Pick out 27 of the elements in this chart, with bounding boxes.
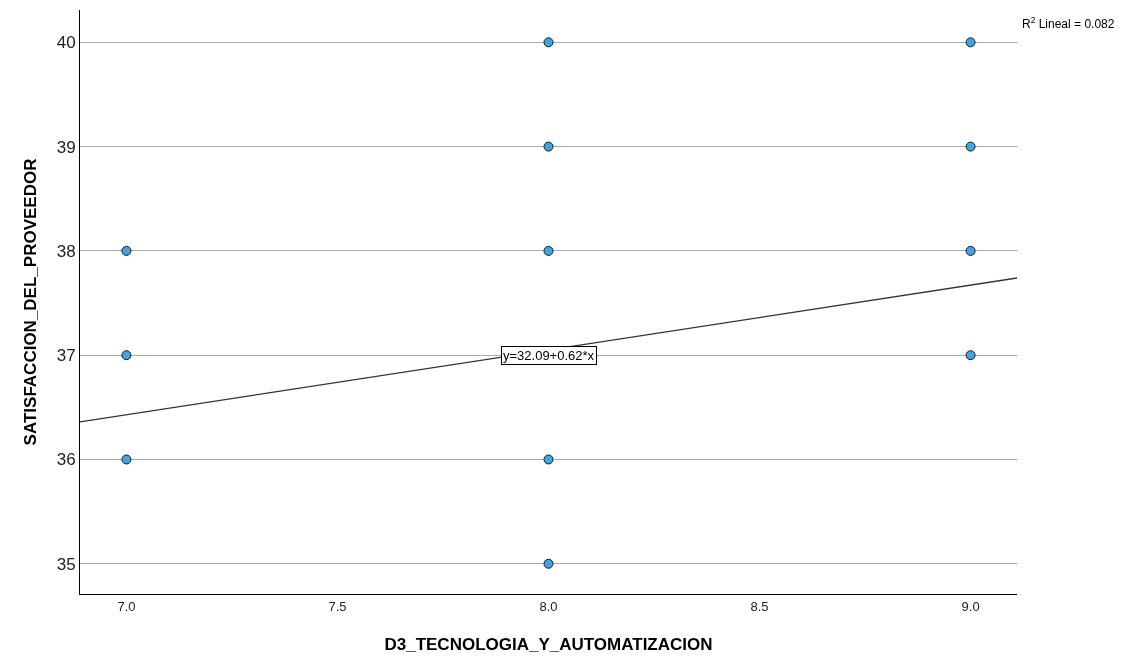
point xyxy=(543,245,554,256)
y-tick-label: 39 xyxy=(56,137,76,157)
x-tick-label: 7.0 xyxy=(117,598,136,614)
y-tick-label: 35 xyxy=(56,554,76,574)
point xyxy=(121,245,132,256)
point xyxy=(543,141,554,152)
x-axis-title: D3_TECNOLOGIA_Y_AUTOMATIZACION xyxy=(384,635,713,654)
text: R$^{2}$ Lineal = 0.082 xyxy=(1022,15,1115,32)
point xyxy=(121,350,132,361)
y-axis-title: SATISFACCION_DEL_PROVEEDOR xyxy=(21,158,41,446)
x-tick-label: 9.0 xyxy=(961,598,980,614)
x-tick-label: 8.5 xyxy=(750,598,769,614)
annotation: y=32.09+0.62*x xyxy=(503,348,595,363)
x-tick-label: 7.5 xyxy=(328,598,347,614)
point xyxy=(121,454,132,465)
point xyxy=(543,454,554,465)
x-tick-label: 8.0 xyxy=(539,598,558,614)
y-tick-label: 38 xyxy=(56,241,76,261)
point xyxy=(965,37,976,48)
point xyxy=(965,141,976,152)
point xyxy=(965,245,976,256)
point xyxy=(543,558,554,569)
y-tick-label: 40 xyxy=(56,33,76,53)
y-tick-label: 36 xyxy=(56,450,76,470)
point xyxy=(965,350,976,361)
y-tick-label: 37 xyxy=(56,346,76,366)
point xyxy=(543,37,554,48)
